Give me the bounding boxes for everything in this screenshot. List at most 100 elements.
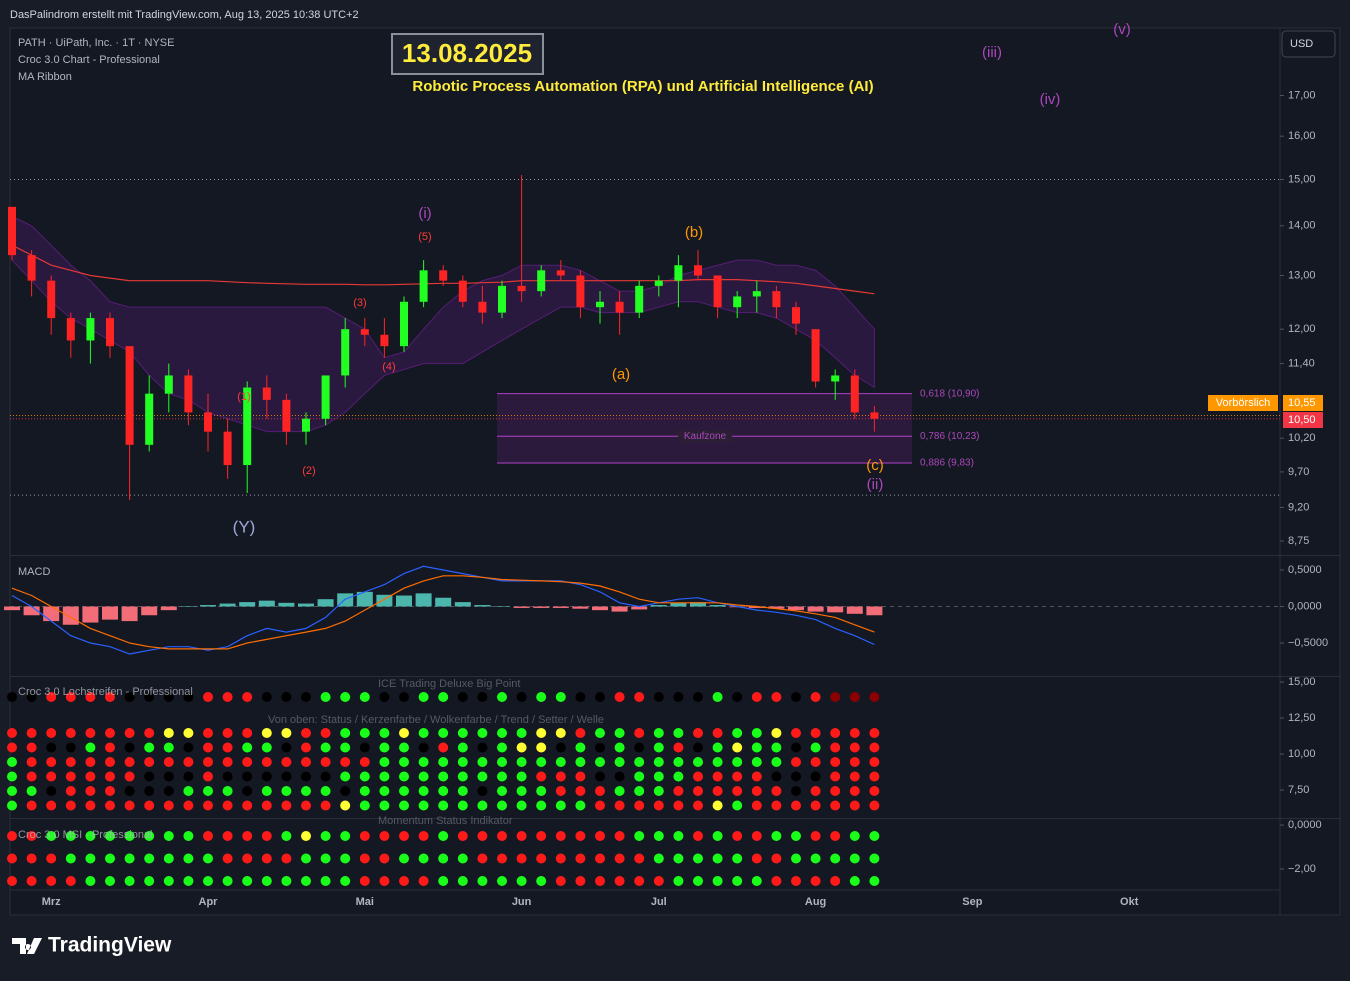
candle-body bbox=[870, 412, 879, 419]
status-dot bbox=[693, 786, 703, 796]
currency[interactable]: USD bbox=[1290, 38, 1313, 50]
status-dot bbox=[418, 742, 429, 753]
status-dot bbox=[653, 742, 664, 753]
status-dot bbox=[203, 728, 213, 738]
fib-label: 0,618 (10,90) bbox=[920, 388, 980, 399]
status-dot bbox=[693, 876, 703, 886]
status-dot bbox=[399, 786, 409, 796]
status-dot bbox=[203, 831, 213, 841]
status-dot bbox=[555, 831, 566, 841]
status-dot bbox=[810, 876, 821, 886]
status-dot bbox=[653, 876, 664, 886]
status-dot bbox=[359, 757, 370, 767]
status-dot bbox=[281, 692, 292, 702]
brand: TradingView bbox=[48, 934, 172, 957]
candle-body bbox=[223, 431, 232, 466]
status-dot bbox=[379, 853, 390, 864]
x-tick-label: Jun bbox=[512, 896, 532, 908]
status-dot bbox=[810, 853, 821, 864]
status-dot bbox=[497, 786, 507, 796]
status-dot bbox=[7, 786, 17, 796]
status-dot bbox=[242, 771, 253, 782]
currency-button[interactable] bbox=[1281, 30, 1336, 58]
status-dot bbox=[497, 831, 507, 841]
status-dot bbox=[732, 800, 743, 811]
status-dot bbox=[614, 728, 625, 738]
status-dot bbox=[653, 757, 664, 767]
status-dot bbox=[457, 692, 468, 702]
status-dot bbox=[477, 800, 488, 811]
status-dot bbox=[536, 728, 547, 738]
status-dot bbox=[183, 800, 194, 811]
status-dot bbox=[261, 742, 272, 753]
status-dot bbox=[791, 876, 801, 886]
wave-label: (4) bbox=[382, 361, 395, 373]
status-dot bbox=[261, 757, 272, 767]
status-dot bbox=[144, 742, 155, 753]
status-dot bbox=[418, 831, 429, 841]
status-dot bbox=[771, 771, 782, 782]
status-dot bbox=[673, 728, 684, 738]
status-dot bbox=[301, 853, 311, 864]
status-dot bbox=[183, 742, 194, 753]
status-dot bbox=[497, 692, 507, 702]
status-dot bbox=[105, 831, 115, 841]
status-dot bbox=[653, 692, 664, 702]
data-layer: 8,75 9,20 9,70 10,20 11,40 12,00 13,00 14,00 15,… bbox=[4, 89, 1328, 908]
status-dot bbox=[536, 692, 547, 702]
chart-title: 13.08.2025 bbox=[402, 38, 532, 68]
status-dot bbox=[261, 786, 272, 796]
status-dot bbox=[771, 786, 782, 796]
status-dot bbox=[46, 728, 57, 738]
status-dot bbox=[340, 771, 351, 782]
candle-body bbox=[360, 329, 369, 335]
status-dot bbox=[614, 876, 625, 886]
status-dot bbox=[340, 876, 351, 886]
macd-bar bbox=[180, 606, 197, 607]
y-tick-label: 13,00 bbox=[1288, 269, 1316, 281]
status-dot bbox=[399, 876, 409, 886]
candle-body bbox=[204, 412, 212, 432]
status-dot bbox=[849, 800, 860, 811]
fib-zone bbox=[497, 393, 912, 463]
status-dot bbox=[340, 853, 351, 864]
macd-bar bbox=[611, 606, 628, 612]
macd-bar bbox=[454, 602, 471, 607]
status-dot bbox=[85, 771, 96, 782]
status-dot bbox=[124, 800, 135, 811]
status-dot bbox=[438, 728, 449, 738]
candle-body bbox=[243, 387, 252, 466]
status-dot bbox=[144, 800, 155, 811]
status-dot bbox=[65, 742, 76, 753]
y-tick-label: 17,00 bbox=[1288, 89, 1316, 101]
status-dot bbox=[516, 771, 527, 782]
legend: MA Ribbon bbox=[18, 71, 72, 83]
status-dot bbox=[536, 800, 547, 811]
macd-bar bbox=[200, 605, 216, 607]
status-dot bbox=[497, 853, 507, 864]
y-tick-label: 15,00 bbox=[1288, 173, 1316, 185]
status-dot bbox=[595, 853, 605, 864]
pane-subtitle: Momentum Status Indikator bbox=[378, 815, 513, 827]
status-dot bbox=[359, 728, 370, 738]
status-dot bbox=[203, 853, 213, 864]
macd-bar bbox=[356, 591, 373, 607]
x-tick-label: Okt bbox=[1120, 896, 1139, 908]
status-dot bbox=[536, 757, 547, 767]
status-dot bbox=[536, 831, 547, 841]
candle-body bbox=[419, 270, 428, 302]
status-dot bbox=[183, 757, 194, 767]
macd-bar bbox=[807, 606, 824, 612]
status-dot bbox=[163, 742, 174, 753]
status-dot bbox=[261, 728, 272, 738]
status-dot bbox=[555, 853, 566, 864]
status-dot bbox=[222, 853, 233, 864]
status-dot bbox=[555, 800, 566, 811]
status-dot bbox=[320, 757, 331, 767]
status-dot bbox=[830, 831, 841, 841]
status-dot bbox=[26, 876, 37, 886]
status-dot bbox=[732, 853, 743, 864]
status-dot bbox=[183, 692, 194, 702]
status-dot bbox=[222, 692, 233, 702]
